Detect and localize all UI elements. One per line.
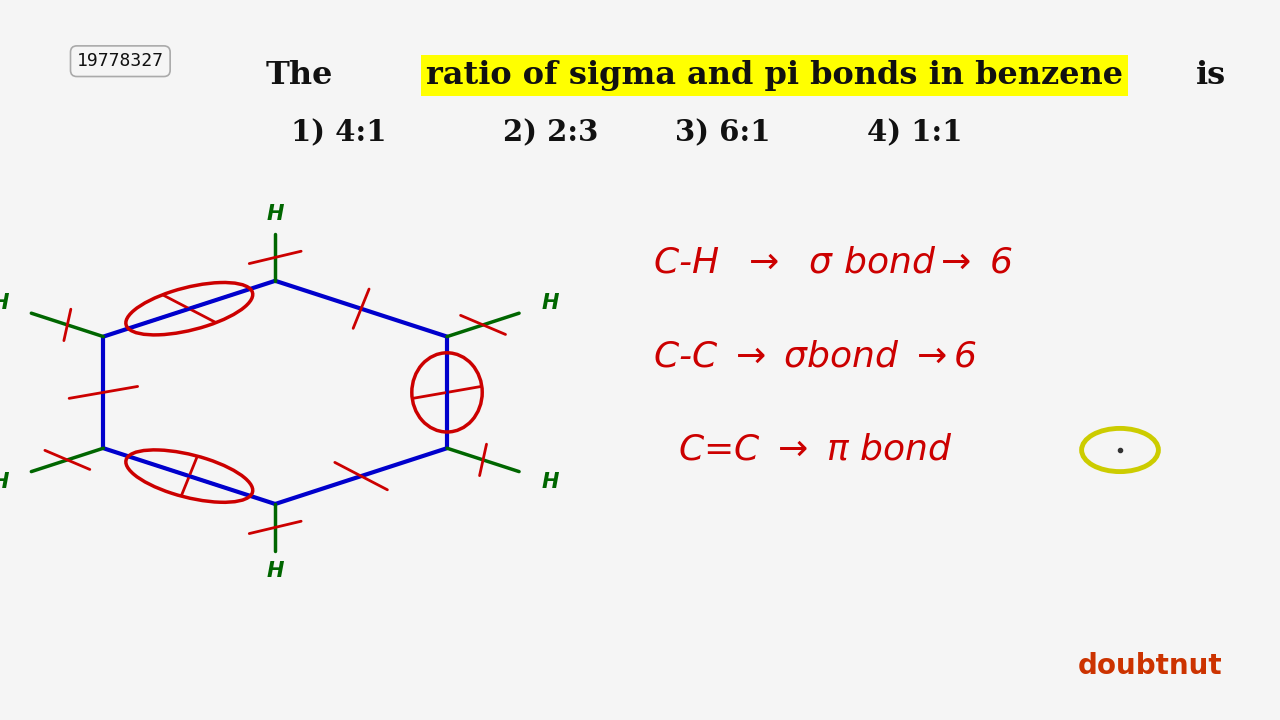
Text: H: H xyxy=(541,293,559,313)
Text: H: H xyxy=(0,472,9,492)
Text: C-H  $\rightarrow$  $\sigma$ bond$\rightarrow$ 6: C-H $\rightarrow$ $\sigma$ bond$\rightar… xyxy=(653,246,1012,280)
Text: is: is xyxy=(1196,60,1226,91)
Text: 19778327: 19778327 xyxy=(77,52,164,70)
Text: H: H xyxy=(541,472,559,492)
Text: 3) 6:1: 3) 6:1 xyxy=(676,119,771,148)
Text: ratio of sigma and pi bonds in benzene: ratio of sigma and pi bonds in benzene xyxy=(426,60,1123,91)
Text: 2) 2:3: 2) 2:3 xyxy=(503,119,598,148)
Text: The: The xyxy=(265,60,333,91)
Text: H: H xyxy=(266,204,284,224)
Text: 4) 1:1: 4) 1:1 xyxy=(868,119,963,148)
Text: C=C $\rightarrow$ $\pi$ bond: C=C $\rightarrow$ $\pi$ bond xyxy=(678,433,952,467)
Text: H: H xyxy=(0,293,9,313)
Text: C-C $\rightarrow$ $\sigma$bond $\rightarrow$6: C-C $\rightarrow$ $\sigma$bond $\rightar… xyxy=(653,339,977,374)
Text: H: H xyxy=(266,561,284,581)
Text: 1) 4:1: 1) 4:1 xyxy=(292,119,387,148)
Text: doubtnut: doubtnut xyxy=(1078,652,1222,680)
